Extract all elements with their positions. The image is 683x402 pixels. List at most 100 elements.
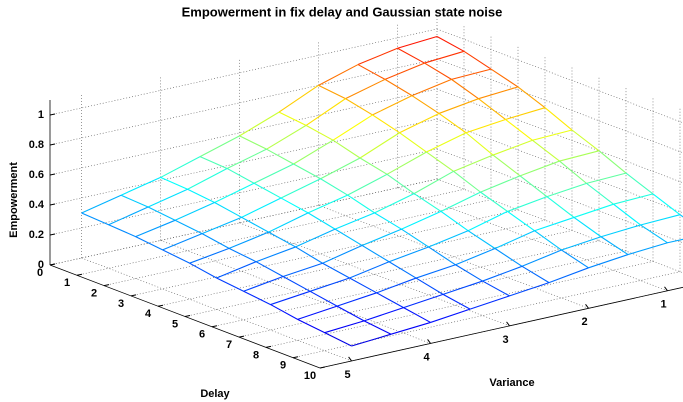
z-tick-label: 0.6 xyxy=(29,169,44,181)
mesh-segment xyxy=(600,236,629,256)
tick-mark xyxy=(130,294,137,297)
mesh-segment xyxy=(135,236,163,251)
y-tick-label: 3 xyxy=(502,334,508,346)
grid-line xyxy=(184,230,573,317)
mesh-segment xyxy=(226,167,255,184)
mesh-segment xyxy=(388,261,417,279)
z-tick-label: 1 xyxy=(38,109,44,121)
mesh-segment xyxy=(201,233,230,249)
mesh-segment xyxy=(324,320,365,334)
grid-line xyxy=(436,148,683,244)
mesh-segment xyxy=(509,282,550,297)
mesh-segment xyxy=(318,64,359,86)
mesh-segment xyxy=(351,333,392,347)
mesh-segment xyxy=(243,275,284,292)
mesh-segment xyxy=(521,249,562,267)
mesh-segment xyxy=(428,230,469,248)
mesh-segment xyxy=(613,193,654,205)
tick-mark xyxy=(184,315,191,317)
mesh-segment xyxy=(293,163,321,180)
mesh-segment xyxy=(559,150,600,162)
mesh-segment xyxy=(386,151,427,175)
x-tick-label: 1 xyxy=(64,277,70,289)
mesh-segment xyxy=(401,210,442,230)
mesh-segment xyxy=(363,307,404,322)
mesh-segment xyxy=(534,230,562,251)
mesh-segment xyxy=(467,210,508,232)
mesh-segment xyxy=(492,154,521,177)
mesh-segment xyxy=(390,321,431,335)
grid-line xyxy=(49,58,438,146)
chart-title: Empowerment in fix delay and Gaussian st… xyxy=(182,4,503,19)
mesh-segment xyxy=(415,277,444,295)
mesh-segment xyxy=(147,206,176,221)
tick-mark xyxy=(348,356,352,362)
mesh-segment xyxy=(438,113,467,134)
tick-mark xyxy=(49,203,56,206)
mesh-segment xyxy=(108,224,136,238)
mesh-segment xyxy=(280,197,309,214)
tick-mark xyxy=(211,325,218,328)
tick-mark xyxy=(49,173,56,176)
mesh-segment xyxy=(403,293,444,309)
mesh-segment xyxy=(482,280,510,297)
mesh-segment xyxy=(147,188,188,208)
mesh-segment xyxy=(305,124,334,141)
mesh-segment xyxy=(347,173,388,196)
axis-line xyxy=(319,286,683,369)
tick-mark xyxy=(585,304,589,309)
grid-line xyxy=(130,209,519,297)
mesh-segment xyxy=(442,280,483,295)
mesh-segment xyxy=(282,276,311,292)
mesh-segment xyxy=(490,68,519,88)
grid-line xyxy=(103,199,492,286)
mesh-segment xyxy=(253,163,294,184)
mesh-segment xyxy=(403,307,431,323)
mesh-segment xyxy=(519,160,560,177)
mesh-segment xyxy=(532,139,560,162)
mesh-segment xyxy=(320,157,361,180)
mesh-segment xyxy=(374,212,402,230)
mesh-segment xyxy=(307,212,336,230)
grid-line xyxy=(238,250,627,338)
mesh-segment xyxy=(413,193,442,212)
grid-line xyxy=(81,257,352,362)
mesh-segment xyxy=(268,231,296,248)
tick-mark xyxy=(103,284,110,287)
mesh-segment xyxy=(226,148,267,169)
x-tick-label: 3 xyxy=(118,298,124,310)
tick-mark xyxy=(76,273,83,276)
tick-mark xyxy=(49,263,56,266)
mesh-segment xyxy=(345,98,373,116)
mesh-segment xyxy=(436,36,465,52)
mesh-segment xyxy=(361,244,390,263)
mesh-segment xyxy=(505,119,533,141)
y-tick-label: 1 xyxy=(660,299,666,311)
mesh-segment xyxy=(270,290,311,306)
mesh-segment xyxy=(453,154,494,172)
mesh-segment xyxy=(401,228,429,248)
mesh-segment xyxy=(451,78,479,100)
mesh-segment xyxy=(187,167,228,190)
mesh-segment xyxy=(413,170,454,195)
mesh-segment xyxy=(451,68,492,80)
mesh-segment xyxy=(347,194,375,214)
mesh-segment xyxy=(162,249,190,264)
tick-mark xyxy=(49,143,56,146)
mesh-segment xyxy=(336,305,365,322)
mesh-segment xyxy=(135,219,176,238)
mesh-segment xyxy=(463,50,492,70)
grid-line xyxy=(436,28,683,124)
mesh-segment xyxy=(228,247,257,263)
mesh-segment xyxy=(201,216,242,235)
grid-line xyxy=(157,219,546,307)
mesh-segment xyxy=(345,78,386,100)
mesh-segment xyxy=(332,139,361,159)
mesh-segment xyxy=(253,182,282,199)
mesh-segment xyxy=(162,233,203,251)
mesh-segment xyxy=(81,194,122,214)
mesh-segment xyxy=(189,247,230,264)
x-axis-label: Delay xyxy=(200,388,230,400)
mesh-segment xyxy=(455,264,483,282)
mesh-segment xyxy=(453,170,481,193)
